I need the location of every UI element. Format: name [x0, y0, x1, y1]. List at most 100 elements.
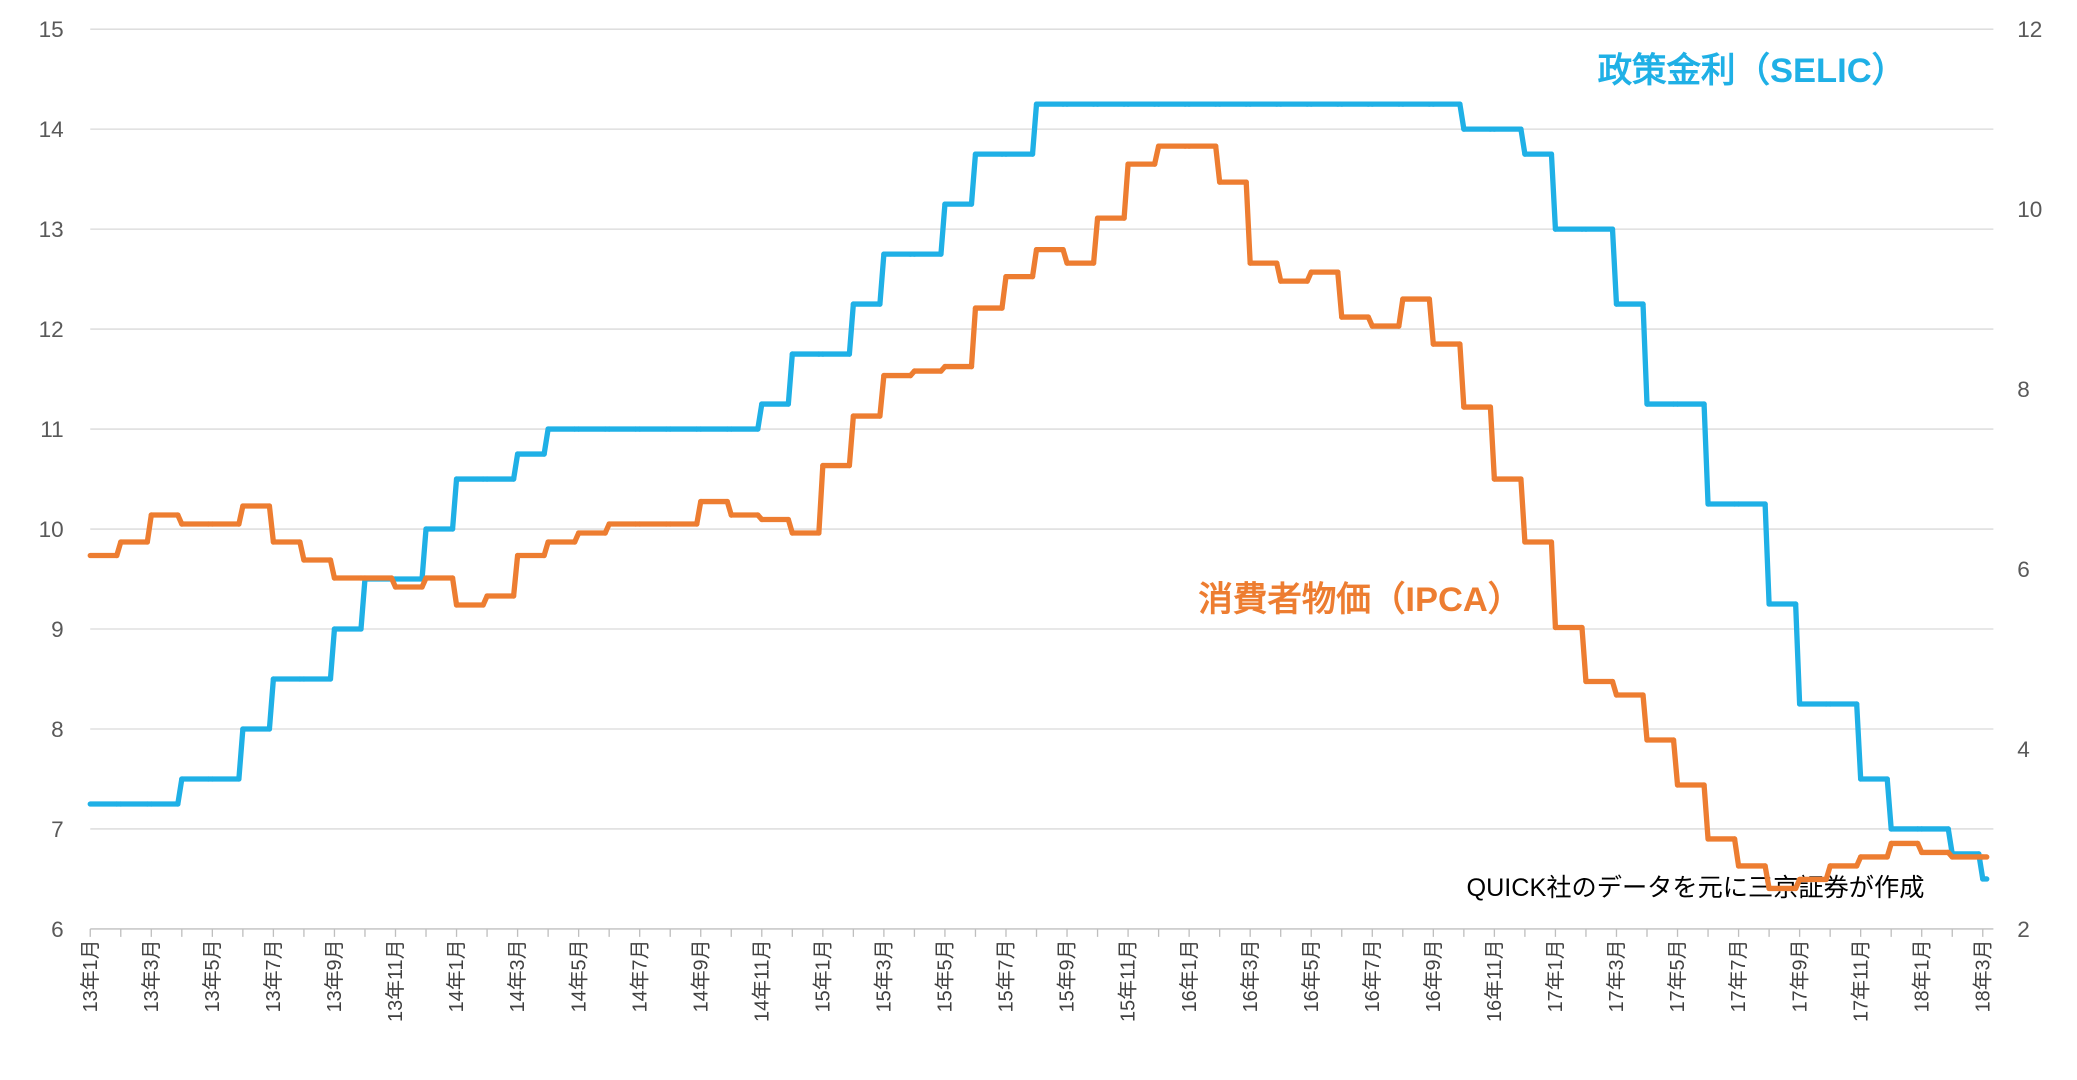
step-connector	[1518, 126, 1528, 157]
step-connector	[755, 401, 765, 432]
y-tick-label: 7	[51, 817, 64, 842]
x-tick-label: 16年11月	[1484, 940, 1506, 1022]
y-tick-label: 12	[39, 317, 64, 342]
step-connector	[327, 557, 338, 581]
y-tick-label: 11	[40, 417, 63, 442]
x-tick-label: 13年11月	[385, 940, 407, 1022]
step-connector	[1243, 179, 1253, 266]
step-connector	[1701, 782, 1711, 842]
x-tick-label: 16年1月	[1179, 940, 1201, 1013]
step-connector	[358, 576, 368, 632]
source-note: QUICK社のデータを元に三京証券が作成	[1467, 874, 1925, 902]
step-connector	[449, 476, 460, 532]
x-tick-label: 17年3月	[1606, 940, 1628, 1013]
x-tick-label: 15年9月	[1057, 940, 1079, 1013]
step-connector	[1090, 215, 1101, 266]
step-connector	[1945, 826, 1955, 857]
step-connector	[1884, 776, 1894, 832]
y2-tick-label: 12	[2017, 17, 2042, 42]
step-connector	[1792, 601, 1803, 707]
step-connector	[1213, 143, 1223, 185]
step-connector	[1854, 701, 1864, 782]
x-tick-label: 14年9月	[690, 940, 712, 1013]
step-connector	[510, 451, 521, 482]
step-connector	[144, 512, 154, 545]
step-connector	[877, 251, 887, 307]
step-connector	[1457, 341, 1467, 410]
x-tick-label: 13年1月	[80, 940, 102, 1013]
step-connector	[1151, 143, 1162, 167]
step-connector	[1335, 269, 1345, 320]
step-connector	[236, 726, 246, 782]
grid	[90, 28, 1994, 830]
series-line	[87, 101, 1990, 882]
step-connector	[1640, 301, 1650, 407]
x-tick-label: 16年7月	[1362, 940, 1384, 1013]
step-connector	[1274, 260, 1284, 284]
step-connector	[877, 372, 887, 419]
step-connector	[1029, 101, 1040, 157]
step-connector	[449, 575, 460, 608]
y-tick-label: 14	[39, 117, 64, 142]
step-connector	[1609, 226, 1620, 307]
y-tick-label: 15	[39, 17, 64, 42]
y-tick-label: 8	[51, 717, 64, 742]
step-connector	[419, 526, 429, 582]
y-tick-label: 13	[39, 217, 64, 242]
x-tick-label: 17年1月	[1545, 940, 1567, 1013]
x-tick-label: 17年5月	[1667, 940, 1689, 1013]
step-connector	[1762, 501, 1772, 607]
series-line	[87, 143, 1990, 892]
step-connector	[938, 201, 948, 257]
step-connector	[785, 351, 795, 407]
step-connector	[816, 462, 826, 536]
step-connector	[327, 626, 338, 682]
step-connector	[968, 305, 979, 370]
x-tick-label: 14年3月	[507, 940, 529, 1013]
x-tick-label: 15年1月	[812, 940, 834, 1013]
step-connector	[1670, 737, 1681, 788]
step-connector	[1457, 101, 1467, 132]
step-connector	[1426, 296, 1436, 347]
step-connector	[846, 413, 857, 469]
x-tick-label: 13年5月	[202, 940, 224, 1013]
x-tick-label: 13年9月	[324, 940, 346, 1013]
series-label: 政策金利（SELIC）	[1598, 51, 1907, 90]
x-tick-label: 13年3月	[141, 940, 163, 1013]
y2-tick-label: 4	[2017, 737, 2030, 762]
step-connector	[999, 273, 1009, 311]
x-tick-label: 16年9月	[1423, 940, 1445, 1013]
x-tick-label: 15年7月	[996, 940, 1018, 1013]
step-connector	[1640, 692, 1650, 743]
step-connector	[1487, 404, 1498, 482]
step-connector	[1121, 161, 1131, 221]
step-connector	[297, 539, 307, 563]
x-tick-label: 18年3月	[1972, 940, 1994, 1013]
y2-tick-label: 6	[2017, 557, 2030, 582]
step-connector	[1731, 836, 1742, 869]
step-connector	[1029, 246, 1040, 280]
x-tick-label: 13年7月	[263, 940, 285, 1013]
x-tick-label: 14年11月	[751, 940, 773, 1022]
x-tick-label: 15年11月	[1118, 940, 1140, 1022]
y2-tick-label: 2	[2017, 917, 2030, 942]
x-tick-label: 14年1月	[446, 940, 468, 1013]
step-connector	[1762, 863, 1772, 892]
step-connector	[968, 151, 979, 207]
step-connector	[694, 498, 704, 527]
y2-tick-label: 10	[2017, 197, 2042, 222]
step-connector	[1701, 401, 1711, 507]
x-tick-label: 17年7月	[1728, 940, 1750, 1013]
x-tick-label: 14年5月	[568, 940, 590, 1013]
step-connector	[510, 552, 521, 599]
y2-tick-label: 8	[2017, 377, 2030, 402]
step-connector	[236, 503, 246, 527]
step-connector	[266, 676, 277, 732]
x-tick-label: 14年7月	[629, 940, 651, 1013]
x-tick-label: 16年5月	[1301, 940, 1323, 1013]
step-connector	[541, 426, 551, 457]
step-connector	[1579, 624, 1589, 685]
